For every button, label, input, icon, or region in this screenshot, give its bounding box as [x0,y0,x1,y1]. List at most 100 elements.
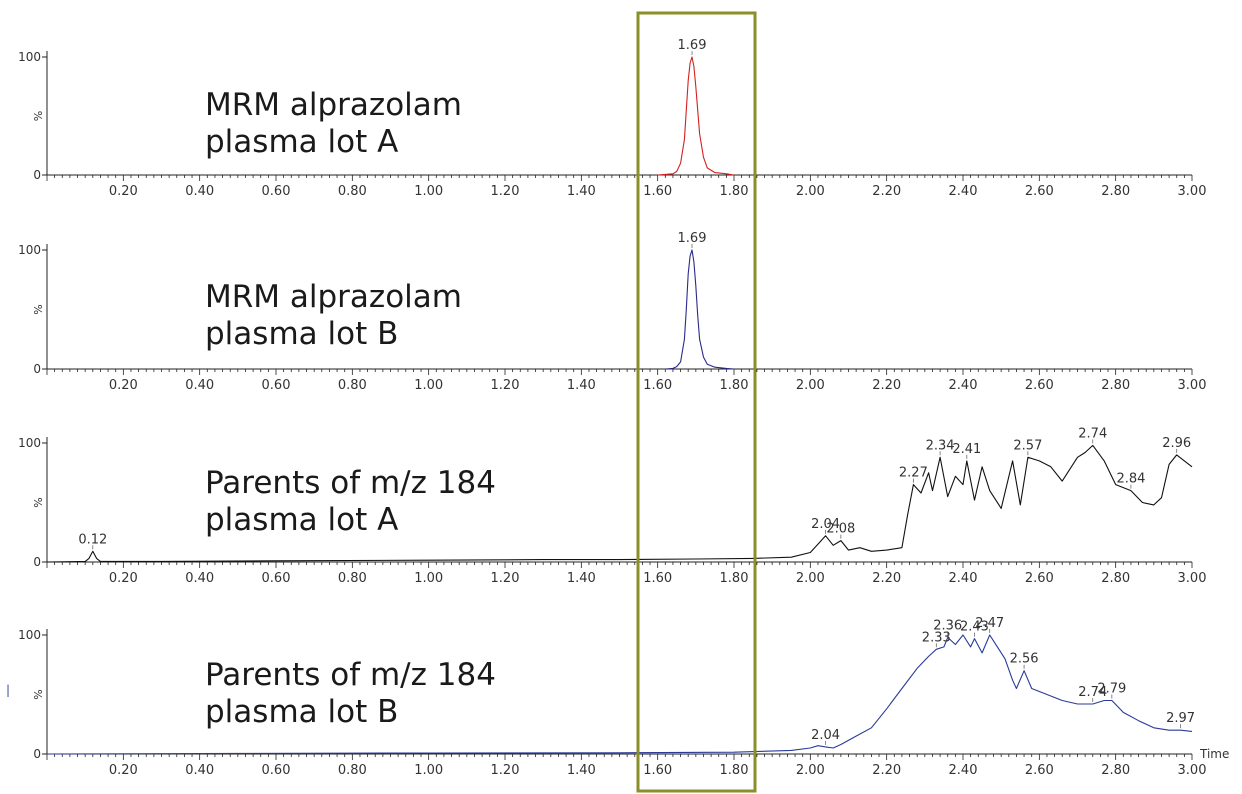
peak-label: 2.74 [1078,426,1107,441]
x-tick-label: 3.00 [1178,763,1207,778]
peak-label: 2.36 [933,618,962,633]
peak-label: 1.69 [678,231,707,246]
panel-title-line: plasma lot A [205,502,398,538]
panel-title-line: Parents of m/z 184 [205,465,496,501]
x-tick-label: 2.80 [1101,763,1130,778]
x-tick-label: 0.20 [109,763,138,778]
x-tick-label: 1.00 [414,378,443,393]
panel-title-line: MRM alprazolam [205,279,462,315]
y-tick-label: 0 [33,168,41,182]
x-tick-label: 0.80 [338,184,367,199]
peak-label: 2.74 [1078,685,1107,700]
x-tick-label: 0.40 [185,378,214,393]
x-tick-label: 0.60 [262,571,291,586]
x-tick-label: 2.80 [1101,184,1130,199]
x-tick-label: 0.20 [109,378,138,393]
peak-label: 2.41 [952,442,981,457]
x-tick-label: 1.60 [643,763,672,778]
x-tick-label: 1.40 [567,378,596,393]
x-tick-label: 2.20 [872,571,901,586]
chromatogram-trace [46,634,1193,755]
x-tick-label: 3.00 [1178,571,1207,586]
x-tick-label: 0.40 [185,184,214,199]
x-tick-label: 1.60 [643,571,672,586]
x-tick-label: 1.80 [720,184,749,199]
y-tick-label: 100 [18,436,41,450]
peak-label: 2.97 [1166,711,1195,726]
y-tick-label: 100 [18,628,41,642]
peak-label: 2.34 [926,438,955,453]
x-tick-label: 1.20 [491,184,520,199]
x-tick-label: 0.80 [338,571,367,586]
y-tick-label: 0 [33,747,41,761]
panel-title-line: plasma lot B [205,316,398,352]
x-tick-label: 3.00 [1178,378,1207,393]
peak-label: 0.12 [78,532,107,547]
chromatogram-trace [46,444,1193,563]
y-unit-label: % [32,304,45,314]
x-tick-label: 1.20 [491,571,520,586]
stray-mark: | [6,683,10,697]
peak-label: 2.33 [922,630,951,645]
peak-label: 2.04 [811,517,840,532]
chromatogram-panel-4: 100 0% 0.20 0.40 0.60 0.80 1.00 1.20 1.40 1.60 1.8… [18,616,1206,778]
x-tick-label: 2.40 [949,763,978,778]
x-tick-label: 2.40 [949,184,978,199]
peak-label: 2.27 [899,466,928,481]
x-tick-label: 2.00 [796,184,825,199]
x-tick-label: 2.00 [796,763,825,778]
y-unit-label: % [32,111,45,121]
x-tick-label: 1.80 [720,571,749,586]
peak-label: 2.56 [1010,652,1039,667]
x-tick-label: 1.20 [491,378,520,393]
panel-title-line: plasma lot B [205,694,398,730]
x-tick-label: 0.20 [109,184,138,199]
x-tick-label: 2.40 [949,571,978,586]
panel-title-line: plasma lot A [205,124,398,160]
x-tick-label: 3.00 [1178,184,1207,199]
y-unit-label: % [32,497,45,507]
peak-label: 2.57 [1013,438,1042,453]
x-tick-label: 0.60 [262,763,291,778]
x-tick-label: 1.40 [567,184,596,199]
x-tick-label: 0.80 [338,378,367,393]
x-tick-label: 2.60 [1025,763,1054,778]
x-tick-label: 0.80 [338,763,367,778]
x-tick-label: 0.60 [262,184,291,199]
x-tick-label: 2.60 [1025,184,1054,199]
peak-label: 2.96 [1162,436,1191,451]
peak-label: 2.08 [826,522,855,537]
x-tick-label: 1.00 [414,571,443,586]
x-tick-label: 2.80 [1101,571,1130,586]
x-tick-label: 1.00 [414,763,443,778]
peak-label: 2.47 [975,616,1004,631]
panel-title-line: Parents of m/z 184 [205,657,496,693]
peak-label: 2.04 [811,728,840,743]
x-tick-label: 1.80 [720,763,749,778]
chromatogram-panel-3: 100 0% 0.20 0.40 0.60 0.80 1.00 1.20 1.40 1.60 1.8… [18,426,1206,586]
y-tick-label: 0 [33,362,41,376]
y-tick-label: 0 [33,555,41,569]
x-tick-label: 1.00 [414,184,443,199]
retention-window-highlight [636,11,757,793]
x-tick-label: 2.80 [1101,378,1130,393]
x-tick-label: 2.40 [949,378,978,393]
x-tick-label: 2.20 [872,763,901,778]
panel-title-line: MRM alprazolam [205,87,462,123]
y-unit-label: % [32,689,45,699]
x-tick-label: 1.40 [567,571,596,586]
x-tick-label: 1.80 [720,378,749,393]
peak-label: 2.84 [1116,472,1145,487]
x-tick-label: 1.40 [567,763,596,778]
y-tick-label: 100 [18,50,41,64]
x-tick-label: 1.20 [491,763,520,778]
chromatogram-trace [665,249,735,370]
x-tick-label: 2.60 [1025,378,1054,393]
x-tick-label: 0.60 [262,378,291,393]
peak-label: 1.69 [678,38,707,53]
y-tick-label: 100 [18,243,41,257]
x-tick-label: 2.20 [872,184,901,199]
peak-label: 2.79 [1097,681,1126,696]
chromatogram-panel-2: 100 0% 0.20 0.40 0.60 0.80 1.00 1.20 1.40 1.60 1.8… [18,231,1206,393]
